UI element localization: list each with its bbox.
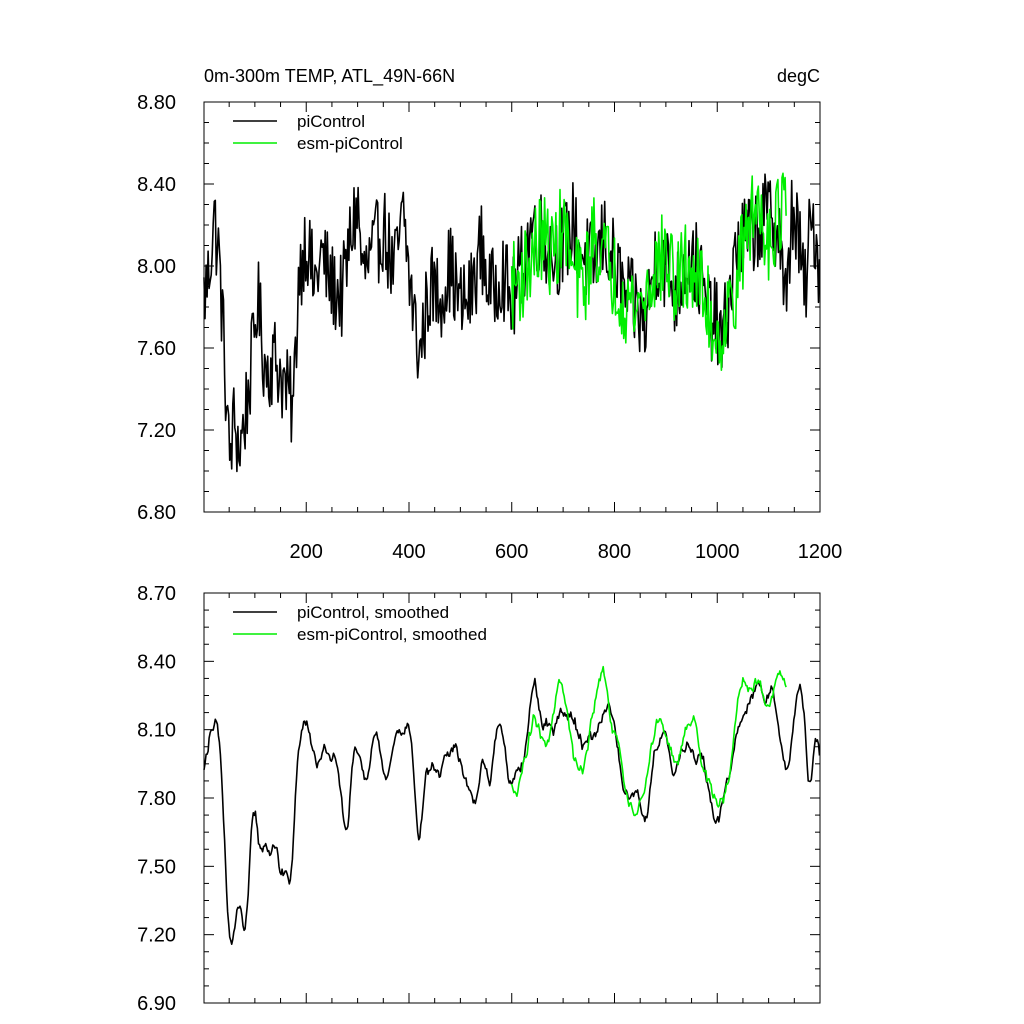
y-tick-label: 8.70 [137,583,176,605]
y-tick-label: 8.40 [137,174,176,196]
x-tick-label: 600 [495,541,528,563]
y-tick-label: 7.60 [137,338,176,360]
x-tick-label: 400 [392,541,425,563]
series-line-esm-picontrol [510,172,787,371]
legend-label-esm-picontrol-smoothed: esm-piControl, smoothed [297,625,487,644]
x-tick-label: 800 [598,541,631,563]
plot-frame [203,592,821,1004]
y-tick-label: 7.50 [137,856,176,878]
y-tick-label: 7.80 [137,788,176,810]
top-panel: 6.80 7.20 7.60 8.00 8.40 8.80 200 400 600 800 1000… [137,92,842,563]
legend-label-picontrol: piControl [297,112,365,131]
series-line-picontrol [203,173,821,473]
series-line-esm-picontrol-smoothed [510,665,787,817]
y-tick-label: 8.10 [137,720,176,742]
legend-label-esm-picontrol: esm-piControl [297,134,403,153]
x-tick-label: 200 [290,541,323,563]
x-tick-label: 1000 [695,541,740,563]
series-line-picontrol-smoothed [203,677,821,945]
y-tick-label: 8.00 [137,256,176,278]
y-tick-label: 7.20 [137,420,176,442]
bottom-legend: piControl, smoothed esm-piControl, smoot… [233,603,487,644]
y-tick-label: 7.20 [137,925,176,947]
top-legend: piControl esm-piControl [233,112,403,153]
x-tick-label: 1200 [798,541,843,563]
y-tick-label: 6.90 [137,993,176,1015]
legend-label-picontrol-smoothed: piControl, smoothed [297,603,449,622]
y-tick-label: 8.40 [137,651,176,673]
top-title-left: 0m-300m TEMP, ATL_49N-66N [204,66,455,87]
y-tick-label: 8.80 [137,92,176,114]
top-title-right: degC [777,66,820,86]
bottom-panel: 6.90 7.20 7.50 7.80 8.10 8.40 8.70 [137,583,821,1015]
y-tick-label: 6.80 [137,502,176,524]
